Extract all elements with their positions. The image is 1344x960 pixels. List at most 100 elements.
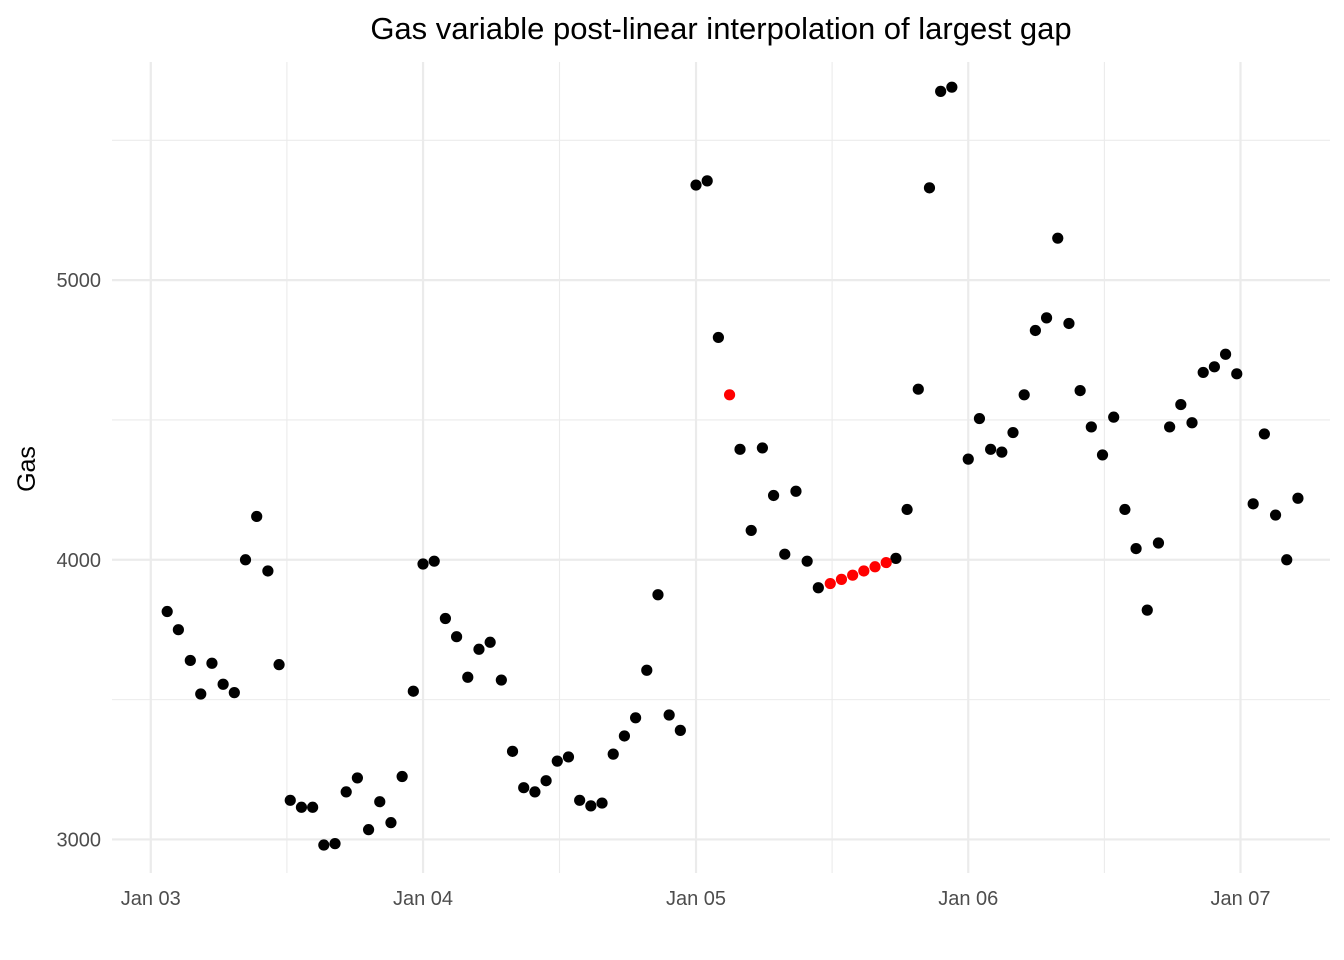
y-tick-label: 3000	[57, 829, 102, 851]
data-point	[1152, 537, 1165, 549]
data-point	[428, 555, 440, 567]
data-point	[1141, 604, 1153, 616]
data-point	[407, 685, 419, 697]
data-point	[901, 503, 913, 516]
y-axis-ticks: 3000 4000 5000	[57, 270, 102, 851]
data-point	[1052, 232, 1064, 244]
data-point	[745, 524, 757, 537]
data-point	[674, 724, 686, 736]
data-point	[1074, 384, 1086, 397]
data-point	[340, 786, 352, 798]
y-tick-label: 4000	[57, 550, 102, 572]
x-tick-label: Jan 03	[121, 888, 181, 910]
data-point	[641, 664, 653, 676]
data-point	[923, 182, 936, 194]
data-point	[935, 85, 947, 97]
data-point	[1186, 417, 1198, 429]
data-point	[551, 755, 563, 767]
data-point	[1063, 317, 1075, 330]
data-point	[161, 605, 173, 618]
data-point	[607, 748, 619, 760]
data-point	[767, 489, 780, 502]
data-point	[890, 552, 902, 564]
data-point	[307, 801, 319, 813]
data-point	[540, 775, 552, 787]
data-point	[574, 794, 586, 806]
data-point	[596, 797, 608, 809]
interpolated-point	[880, 556, 892, 569]
data-point	[362, 824, 375, 836]
data-point	[801, 555, 813, 567]
data-point	[629, 712, 642, 724]
data-point	[351, 772, 363, 784]
data-point	[790, 485, 802, 497]
interpolated-point	[847, 569, 859, 581]
data-point	[206, 657, 218, 669]
data-point	[690, 179, 702, 191]
data-point	[1096, 449, 1109, 461]
data-point	[962, 453, 974, 465]
data-point	[273, 659, 285, 671]
data-point	[1130, 543, 1142, 555]
chart-title: Gas variable post-linear interpolation o…	[370, 11, 1071, 46]
data-point	[318, 839, 330, 851]
y-axis-label: Gas	[13, 446, 41, 492]
data-point	[184, 654, 196, 667]
data-point	[1175, 398, 1187, 411]
x-tick-label: Jan 05	[666, 888, 726, 910]
data-point	[946, 81, 958, 93]
data-point	[217, 678, 229, 690]
data-point	[618, 730, 631, 742]
x-tick-label: Jan 06	[938, 888, 998, 910]
data-point	[1085, 421, 1097, 433]
data-point	[195, 688, 207, 700]
data-point	[1197, 366, 1209, 379]
data-point	[1281, 554, 1293, 566]
data-point	[652, 589, 664, 601]
data-point	[329, 838, 341, 850]
data-point	[1018, 389, 1030, 401]
data-point	[262, 565, 274, 577]
data-point	[529, 786, 541, 798]
interpolated-point	[723, 389, 736, 401]
data-point	[1040, 312, 1053, 324]
data-point	[506, 745, 519, 757]
data-point	[1119, 503, 1131, 516]
data-point	[973, 412, 986, 425]
interpolated-point	[858, 565, 870, 577]
interpolated-point	[835, 573, 848, 585]
data-point	[1258, 428, 1270, 440]
data-point	[1029, 324, 1041, 337]
data-point	[1108, 411, 1120, 423]
data-point	[385, 817, 397, 829]
data-point	[284, 794, 296, 806]
data-point	[701, 175, 713, 187]
data-point	[1208, 361, 1220, 373]
data-point	[562, 751, 575, 763]
data-point	[239, 554, 252, 566]
data-point	[712, 331, 724, 344]
data-point	[734, 443, 746, 455]
data-point	[1007, 426, 1019, 439]
data-point	[996, 446, 1008, 458]
data-points	[161, 81, 1304, 851]
data-point	[374, 796, 386, 808]
data-point	[1292, 492, 1304, 504]
data-point	[518, 782, 530, 794]
data-point	[251, 510, 263, 523]
y-tick-label: 5000	[57, 270, 102, 292]
x-tick-label: Jan 04	[393, 888, 453, 910]
data-point	[495, 674, 507, 686]
data-point	[912, 383, 924, 395]
data-point	[295, 801, 308, 813]
x-axis-ticks: Jan 03 Jan 04 Jan 05 Jan 06 Jan 07	[121, 888, 1271, 910]
x-tick-label: Jan 07	[1210, 888, 1270, 910]
data-point	[1164, 421, 1176, 433]
data-point	[985, 443, 997, 455]
data-point	[779, 548, 791, 560]
data-point	[462, 671, 474, 683]
grid	[112, 62, 1330, 873]
data-point	[1231, 368, 1243, 380]
data-point	[1269, 509, 1282, 521]
